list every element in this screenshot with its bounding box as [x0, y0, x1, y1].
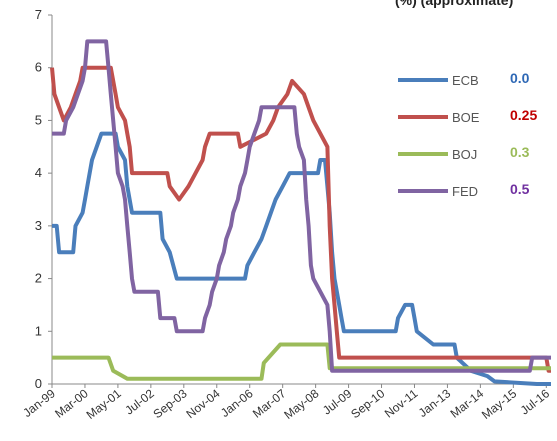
x-tick-label: Jan-99 — [20, 386, 58, 420]
x-tick-label: Nov-04 — [184, 386, 223, 421]
x-tick-label: Mar-14 — [448, 386, 487, 421]
y-tick-label: 3 — [35, 218, 42, 233]
x-tick-label: Mar-00 — [52, 386, 91, 421]
y-tick-label: 7 — [35, 7, 42, 22]
legend-label-boe: BOE — [452, 110, 480, 125]
x-tick-label: May-01 — [84, 386, 124, 422]
y-tick-label: 0 — [35, 376, 42, 391]
x-tick-label: Jan-13 — [416, 386, 454, 420]
y-tick-label: 4 — [35, 165, 42, 180]
legend-latest-value-boe: 0.25 — [510, 107, 537, 123]
y-tick-label: 2 — [35, 271, 42, 286]
x-tick-label: Mar-07 — [250, 386, 289, 421]
x-tick-label: Sep-03 — [151, 386, 190, 421]
legend-latest-value-boj: 0.3 — [510, 144, 530, 160]
legend-label-ecb: ECB — [452, 73, 479, 88]
x-tick-label: May-15 — [479, 386, 519, 422]
chart-title-fragment: (%) (approximate) — [395, 0, 513, 8]
x-tick-label: Nov-11 — [382, 386, 421, 421]
series-line-boj — [52, 342, 551, 381]
series-line-boe — [50, 65, 551, 373]
y-tick-label: 5 — [35, 112, 42, 127]
y-tick-label: 1 — [35, 323, 42, 338]
legend-latest-value-fed: 0.5 — [510, 181, 530, 197]
x-tick-labels: Jan-99Mar-00May-01Jul-02Sep-03Nov-04Jan-… — [20, 384, 552, 422]
legend-label-boj: BOJ — [452, 147, 477, 162]
x-tick-label: May-08 — [281, 386, 321, 422]
legend-label-fed: FED — [452, 184, 478, 199]
legend-latest-value-ecb: 0.0 — [510, 70, 530, 86]
y-tick-label: 6 — [35, 60, 42, 75]
x-tick-label: Jul-16 — [518, 386, 553, 417]
x-tick-label: Sep-10 — [348, 386, 387, 421]
legend: ECB 0.0 BOE 0.25 BOJ 0.3 FED 0.5 — [398, 70, 537, 199]
series-line-fed — [52, 39, 551, 373]
y-tick-labels: 0 1 2 3 4 5 6 7 — [35, 7, 52, 391]
series-lines — [50, 39, 551, 386]
x-tick-label: Jan-06 — [218, 386, 256, 420]
series-line-ecb — [52, 131, 551, 386]
